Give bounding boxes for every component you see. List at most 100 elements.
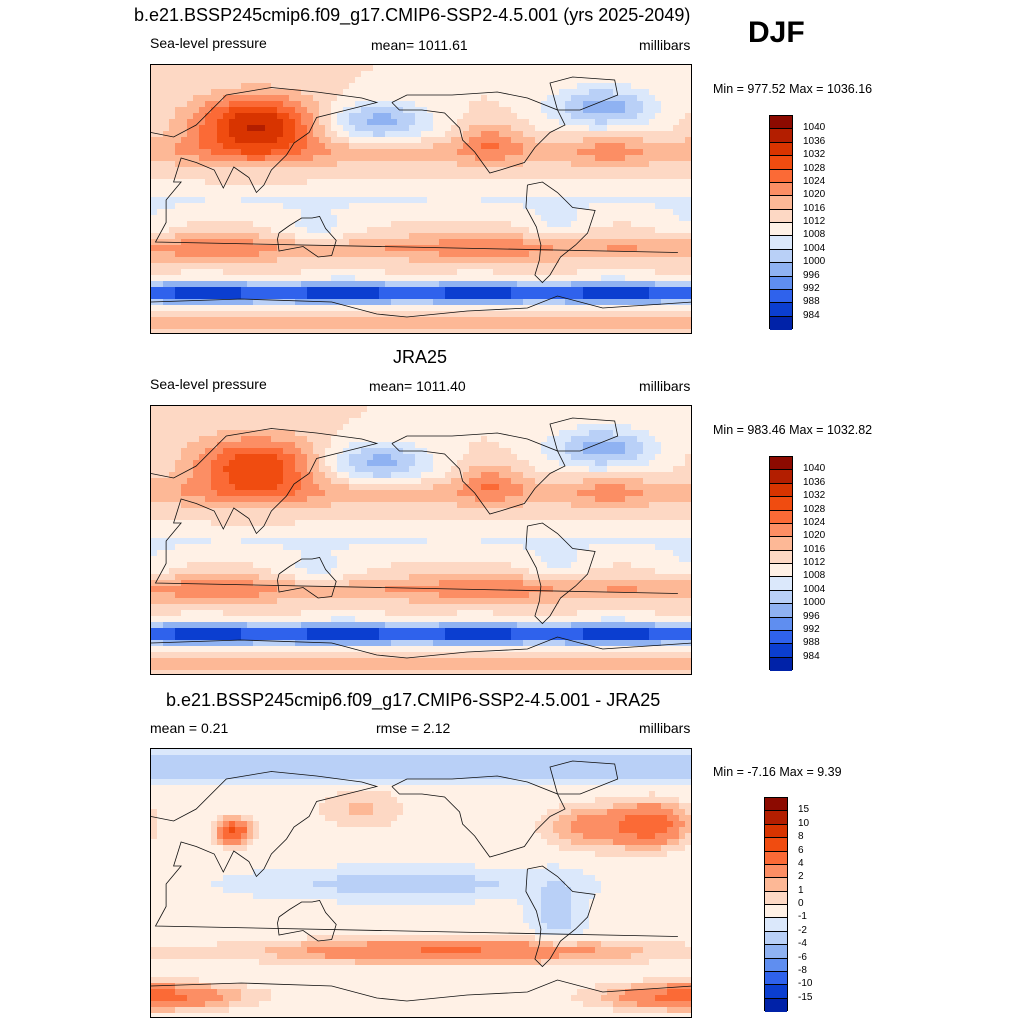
field-cell (451, 89, 458, 96)
field-cell (181, 436, 188, 443)
field-cell (289, 95, 296, 102)
field-cell (481, 119, 488, 126)
field-cell (211, 430, 218, 437)
field-cell (583, 245, 590, 252)
field-cell (295, 191, 302, 198)
field-cell (151, 454, 158, 461)
field-cell (163, 281, 170, 288)
field-cell (289, 448, 296, 455)
field-cell (211, 406, 218, 413)
field-cell (355, 227, 362, 234)
field-cell (565, 71, 572, 78)
field-cell (343, 233, 350, 240)
field-cell (277, 406, 284, 413)
field-cell (157, 269, 164, 276)
field-cell (529, 430, 536, 437)
field-cell (463, 209, 470, 216)
field-cell (205, 275, 212, 282)
field-cell (433, 293, 440, 300)
field-cell (175, 418, 182, 425)
field-cell (253, 424, 260, 431)
field-cell (337, 209, 344, 216)
field-cell (277, 269, 284, 276)
field-cell (463, 125, 470, 132)
field-cell (517, 311, 524, 318)
field-cell (637, 107, 644, 114)
field-cell (175, 287, 182, 294)
field-cell (175, 275, 182, 282)
field-cell (481, 197, 488, 204)
field-cell (625, 191, 632, 198)
field-cell (667, 89, 674, 96)
field-cell (265, 143, 272, 150)
field-cell (613, 275, 620, 282)
field-cell (577, 293, 584, 300)
field-cell (289, 197, 296, 204)
field-cell (673, 185, 680, 192)
field-cell (193, 454, 200, 461)
field-cell (289, 137, 296, 144)
field-cell (211, 179, 218, 186)
field-cell (337, 323, 344, 330)
field-cell (589, 418, 596, 425)
field-cell (523, 167, 530, 174)
field-cell (187, 263, 194, 270)
field-cell (355, 113, 362, 120)
field-cell (529, 221, 536, 228)
field-cell (541, 83, 548, 90)
field-cell (529, 299, 536, 306)
field-cell (661, 275, 668, 282)
field-cell (163, 257, 170, 264)
field-cell (655, 251, 662, 258)
field-cell (289, 215, 296, 222)
field-cell (259, 275, 266, 282)
field-cell (439, 323, 446, 330)
field-cell (559, 71, 566, 78)
field-cell (247, 71, 254, 78)
field-cell (361, 227, 368, 234)
field-cell (445, 125, 452, 132)
field-cell (319, 167, 326, 174)
field-cell (481, 167, 488, 174)
field-cell (187, 161, 194, 168)
field-cell (319, 155, 326, 162)
field-cell (295, 257, 302, 264)
field-cell (367, 412, 374, 419)
field-cell (247, 281, 254, 288)
field-cell (679, 173, 686, 180)
field-cell (295, 197, 302, 204)
field-cell (589, 107, 596, 114)
field-cell (415, 89, 422, 96)
field-cell (301, 83, 308, 90)
field-cell (613, 251, 620, 258)
field-cell (439, 227, 446, 234)
field-cell (517, 113, 524, 120)
field-cell (469, 323, 476, 330)
field-cell (331, 173, 338, 180)
field-cell (409, 221, 416, 228)
field-cell (415, 197, 422, 204)
field-cell (469, 448, 476, 455)
field-cell (577, 412, 584, 419)
field-cell (295, 155, 302, 162)
field-cell (301, 239, 308, 246)
field-cell (277, 287, 284, 294)
field-cell (325, 65, 332, 72)
field-cell (415, 305, 422, 312)
field-cell (169, 454, 176, 461)
field-cell (337, 454, 344, 461)
field-cell (331, 71, 338, 78)
field-cell (277, 95, 284, 102)
field-cell (559, 287, 566, 294)
field-cell (301, 227, 308, 234)
field-cell (349, 83, 356, 90)
field-cell (151, 418, 158, 425)
field-cell (397, 191, 404, 198)
field-cell (235, 430, 242, 437)
field-cell (367, 95, 374, 102)
field-cell (451, 311, 458, 318)
field-cell (631, 293, 638, 300)
field-cell (331, 442, 338, 449)
field-cell (205, 239, 212, 246)
field-cell (565, 125, 572, 132)
